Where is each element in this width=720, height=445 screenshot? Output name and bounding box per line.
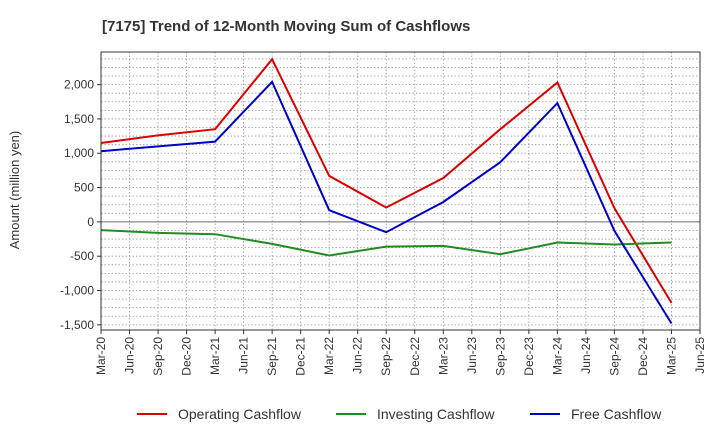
y-tick-label: -500 bbox=[70, 249, 94, 263]
x-tick-label: Sep-21 bbox=[265, 337, 279, 376]
x-tick-label: Sep-20 bbox=[151, 337, 165, 376]
operating-cashflow-line bbox=[100, 57, 673, 304]
grid bbox=[100, 52, 701, 330]
legend-label-free-cashflow: Free Cashflow bbox=[571, 406, 662, 422]
x-tick-label: Dec-21 bbox=[294, 337, 308, 376]
x-tick-label: Mar-25 bbox=[664, 337, 678, 375]
plot-frame bbox=[100, 51, 701, 331]
y-tick-label: 1,000 bbox=[64, 146, 94, 160]
legend-label-investing-cashflow: Investing Cashflow bbox=[377, 406, 495, 422]
x-tick-label: Mar-23 bbox=[436, 337, 450, 375]
x-axis-ticks: Mar-20 Jun-20 Sep-20 Dec-20 Mar-21 Jun-21 Sep-… bbox=[94, 330, 707, 376]
y-tick-label: 1,500 bbox=[64, 112, 94, 126]
x-tick-label: Dec-24 bbox=[636, 337, 650, 376]
x-tick-label: Mar-22 bbox=[322, 337, 336, 375]
legend-label-operating-cashflow: Operating Cashflow bbox=[178, 406, 302, 422]
x-tick-label: Dec-22 bbox=[408, 337, 422, 376]
x-tick-label: Mar-21 bbox=[208, 337, 222, 375]
free-cashflow-line bbox=[100, 80, 673, 325]
y-tick-label: -1,500 bbox=[60, 318, 94, 332]
chart-title: [7175] Trend of 12-Month Moving Sum of C… bbox=[102, 18, 470, 35]
x-tick-label: Jun-21 bbox=[237, 337, 251, 374]
x-tick-label: Sep-23 bbox=[493, 337, 507, 376]
legend: Operating Cashflow Investing Cashflow Free… bbox=[137, 406, 662, 422]
y-axis-label: Amount (million yen) bbox=[7, 131, 22, 250]
x-tick-label: Mar-20 bbox=[94, 337, 108, 375]
x-tick-label: Mar-24 bbox=[550, 337, 564, 375]
series-lines bbox=[100, 57, 673, 325]
y-tick-label: -1,000 bbox=[60, 284, 94, 298]
x-tick-label: Jun-25 bbox=[693, 337, 707, 374]
x-tick-label: Dec-20 bbox=[180, 337, 194, 376]
y-tick-label: 0 bbox=[87, 215, 94, 229]
x-tick-label: Jun-20 bbox=[123, 337, 137, 374]
x-tick-label: Jun-24 bbox=[579, 337, 593, 374]
x-tick-label: Jun-22 bbox=[351, 337, 365, 374]
y-axis-ticks: 2,000 1,500 1,000 500 0 -500 -1,000 -1,500 bbox=[60, 78, 101, 332]
x-tick-label: Sep-24 bbox=[607, 337, 621, 376]
y-tick-label: 500 bbox=[74, 181, 94, 195]
x-tick-label: Dec-23 bbox=[522, 337, 536, 376]
y-tick-label: 2,000 bbox=[64, 78, 94, 92]
x-tick-label: Sep-22 bbox=[379, 337, 393, 376]
x-tick-label: Jun-23 bbox=[465, 337, 479, 374]
investing-cashflow-line bbox=[100, 229, 672, 257]
